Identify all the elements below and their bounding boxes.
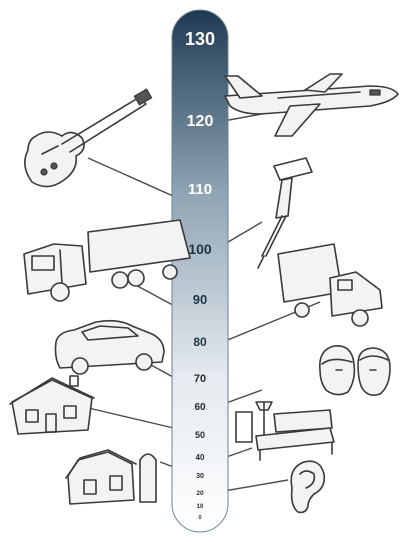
leader-guitar [87, 157, 183, 201]
meter-label-20: 20 [196, 490, 204, 497]
jackhammer-icon [257, 157, 313, 269]
meter-label-50: 50 [195, 430, 205, 440]
meter-label-10: 10 [197, 504, 204, 510]
ear-icon [290, 460, 326, 514]
leader-house [79, 405, 183, 431]
meter-label-80: 80 [193, 335, 207, 349]
farm-barn-icon [65, 449, 157, 505]
people-faces-icon [318, 345, 391, 396]
meter-label-90: 90 [193, 292, 207, 307]
meter-label-120: 120 [187, 113, 214, 130]
meter-label-30: 30 [196, 473, 204, 480]
meter-label-40: 40 [196, 453, 205, 462]
box-truck-icon [277, 243, 383, 327]
leader-ear [217, 479, 289, 493]
semi-truck-icon [23, 219, 191, 302]
jet-airplane-icon [224, 73, 399, 137]
house-icon [9, 375, 95, 435]
meter-label-0: 0 [198, 515, 201, 521]
living-room-icon [235, 401, 335, 461]
meter-label-60: 60 [194, 402, 206, 413]
car-icon [54, 319, 165, 375]
electric-guitar-icon [24, 88, 153, 188]
meter-label-110: 110 [188, 181, 212, 198]
meter-label-100: 100 [188, 241, 212, 257]
meter-label-130: 130 [185, 29, 215, 49]
meter-label-70: 70 [194, 373, 206, 385]
